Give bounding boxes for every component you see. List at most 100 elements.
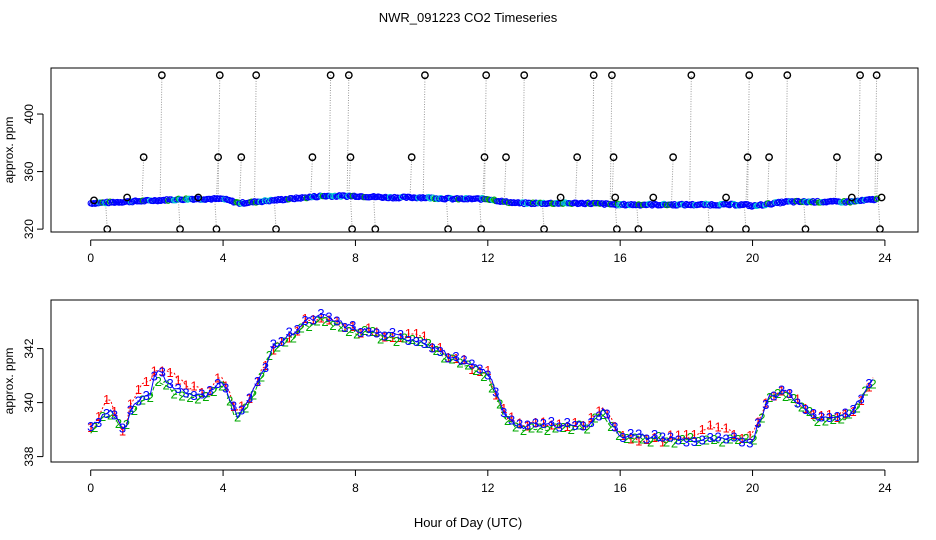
baseline-point xyxy=(757,201,764,208)
series-marker-1: 1 xyxy=(595,404,602,419)
series-marker-2: 2 xyxy=(536,420,543,435)
series-marker-1: 1 xyxy=(151,364,158,379)
baseline-point xyxy=(842,199,849,206)
series-marker-1: 1 xyxy=(659,434,666,449)
series-marker-3: 3 xyxy=(143,388,150,403)
series-marker-2: 2 xyxy=(441,351,448,366)
spike-point xyxy=(252,71,261,80)
x-tick-label: 4 xyxy=(220,481,227,495)
series-marker-2: 2 xyxy=(242,400,249,415)
series-marker-2: 2 xyxy=(155,374,162,389)
series-marker-3: 3 xyxy=(167,376,174,391)
baseline-point xyxy=(747,202,754,209)
series-marker-1: 1 xyxy=(397,330,404,345)
series-marker-3: 3 xyxy=(460,352,467,367)
series-marker-3: 3 xyxy=(762,397,769,412)
series-marker-3: 3 xyxy=(206,383,213,398)
series-marker-1: 1 xyxy=(516,415,523,430)
series-marker-3: 3 xyxy=(865,376,872,391)
series-marker-2: 2 xyxy=(496,397,503,412)
series-marker-1: 1 xyxy=(270,342,277,357)
spike-point xyxy=(308,153,317,162)
series-marker-2: 2 xyxy=(186,390,193,405)
series-marker-1: 1 xyxy=(309,312,316,327)
series-marker-3: 3 xyxy=(802,402,809,417)
baseline-point xyxy=(385,195,392,202)
spike-connector xyxy=(522,75,525,204)
series-marker-2: 2 xyxy=(504,413,511,428)
spike-connector xyxy=(445,198,449,230)
series-marker-2: 2 xyxy=(472,363,479,378)
series-marker-2: 2 xyxy=(218,378,225,393)
series-marker-2: 2 xyxy=(401,330,408,345)
spike-connector xyxy=(877,198,881,230)
series-marker-1: 1 xyxy=(167,365,174,380)
series-marker-3: 3 xyxy=(174,381,181,396)
baseline-point xyxy=(239,199,246,206)
y-axis-label: approx. ppm xyxy=(2,117,16,184)
spike-connector xyxy=(745,157,749,205)
baseline-point xyxy=(869,195,876,203)
series-marker-3: 3 xyxy=(373,326,380,341)
series-marker-3: 3 xyxy=(405,333,412,348)
series-marker-3: 3 xyxy=(325,309,332,324)
baseline-point xyxy=(453,194,461,202)
series-marker-3: 3 xyxy=(516,417,523,432)
spike-connector xyxy=(328,75,332,197)
series-marker-3: 3 xyxy=(707,430,714,445)
series-marker-1: 1 xyxy=(135,382,142,397)
series-marker-1: 1 xyxy=(619,428,626,443)
series-marker-2: 2 xyxy=(607,419,614,434)
series-marker-1: 1 xyxy=(95,409,102,424)
series-marker-3: 3 xyxy=(333,313,340,328)
baseline-point xyxy=(497,198,504,205)
series-marker-2: 2 xyxy=(568,422,575,437)
series-marker-1: 1 xyxy=(294,324,301,339)
series-marker-2: 2 xyxy=(91,420,98,435)
spike-point xyxy=(847,193,856,202)
series-marker-1: 1 xyxy=(579,418,586,433)
baseline-point xyxy=(707,202,714,209)
y-tick-label: 342 xyxy=(22,338,36,358)
baseline-point xyxy=(477,196,485,203)
series-marker-3: 3 xyxy=(238,403,245,418)
series-marker-1: 1 xyxy=(198,385,205,400)
baseline-point xyxy=(181,196,188,203)
series-marker-1: 1 xyxy=(587,410,594,425)
spike-point xyxy=(407,153,416,162)
series-marker-2: 2 xyxy=(560,420,567,435)
spike-point xyxy=(157,71,166,80)
series-marker-1: 1 xyxy=(429,340,436,355)
series-marker-2: 2 xyxy=(647,434,654,449)
spike-connector xyxy=(503,157,507,202)
spike-point xyxy=(480,153,489,162)
series-marker-2: 2 xyxy=(194,392,201,407)
series-marker-1: 1 xyxy=(730,427,737,442)
series-marker-1: 1 xyxy=(325,312,332,327)
series-marker-2: 2 xyxy=(591,411,598,426)
series-marker-3: 3 xyxy=(850,402,857,417)
spike-connector xyxy=(217,75,221,199)
series-marker-2: 2 xyxy=(393,334,400,349)
spike-connector xyxy=(857,75,861,202)
y-tick-label: 360 xyxy=(22,161,36,181)
spike-point xyxy=(833,153,841,162)
spike-point xyxy=(502,153,510,162)
series-marker-3: 3 xyxy=(857,392,864,407)
spike-connector xyxy=(254,75,257,202)
baseline-point xyxy=(669,202,677,209)
spike-point xyxy=(669,153,678,162)
series-marker-1: 1 xyxy=(722,421,729,436)
x-tick-label: 0 xyxy=(87,251,94,265)
series-marker-1: 1 xyxy=(826,407,833,422)
baseline-point xyxy=(648,202,656,209)
spike-point xyxy=(272,225,280,232)
series-marker-3: 3 xyxy=(262,360,269,375)
series-marker-3: 3 xyxy=(715,429,722,444)
series-marker-2: 2 xyxy=(830,412,837,427)
series-marker-3: 3 xyxy=(556,420,563,435)
top-panel: 0 4 8 12 16 20 24 320 360 400 approx. ppm xyxy=(2,67,919,265)
series-marker-1: 1 xyxy=(302,311,309,326)
series-marker-3: 3 xyxy=(659,430,666,445)
